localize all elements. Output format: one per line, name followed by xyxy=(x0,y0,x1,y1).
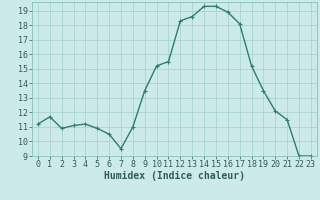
X-axis label: Humidex (Indice chaleur): Humidex (Indice chaleur) xyxy=(104,171,245,181)
